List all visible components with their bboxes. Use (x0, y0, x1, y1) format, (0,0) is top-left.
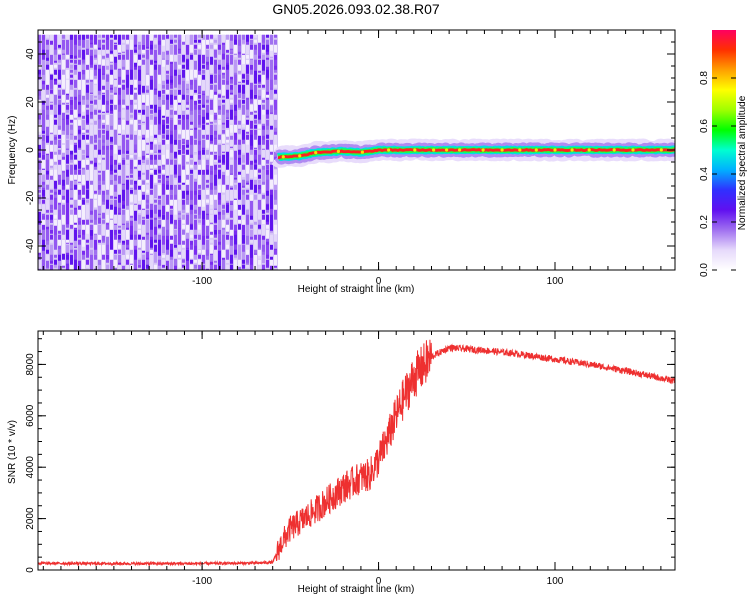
spec-ytick-label: -20 (25, 190, 36, 205)
snr-ylabel: SNR (10 * v/v) (7, 420, 18, 484)
spec-xtick-label: -100 (192, 276, 212, 287)
snr-ytick-label: 2000 (25, 507, 36, 530)
colorbar-ramp (712, 30, 736, 270)
snr-frame (37, 330, 676, 571)
spectrogram-image (38, 34, 675, 270)
colorbar-tick-label: 0.6 (699, 119, 710, 133)
colorbar: 0.0 0.2 0.4 0.6 0.8 Normalized spectral ampl… (699, 30, 748, 277)
colorbar-label: Normalized spectral amplitude (737, 95, 748, 230)
carrier-peaks (281, 148, 663, 159)
snr-ytick-label: 4000 (25, 456, 36, 479)
spectrogram-panel: -100 0 100 -40 -20 0 20 40 Height of straight l… (7, 29, 676, 295)
spec-ytick-label: 0 (25, 147, 36, 153)
colorbar-tick-label: 0.0 (699, 263, 710, 277)
spec-ytick-label: 20 (25, 96, 36, 108)
colorbar-tick-label: 0.8 (699, 71, 710, 85)
spectrogram-frame (37, 29, 676, 271)
colorbar-tick-label: 0.2 (699, 215, 710, 229)
snr-ytick-label: 6000 (25, 404, 36, 427)
spec-ytick-label: 40 (25, 48, 36, 60)
snr-xlabel: Height of straight line (km) (298, 584, 415, 595)
spec-xtick-label: 100 (547, 276, 564, 287)
snr-series-line (38, 339, 675, 567)
snr-xtick-label: 100 (547, 576, 564, 587)
snr-ytick-label: 8000 (25, 353, 36, 376)
spec-xtick-label: 0 (376, 276, 382, 287)
colorbar-ticks: 0.0 0.2 0.4 0.6 0.8 (699, 71, 736, 277)
noise-background (38, 34, 278, 270)
snr-xtick-label: -100 (192, 576, 212, 587)
snr-xtick-label: 0 (376, 576, 382, 587)
carrier-core (277, 148, 675, 160)
spectrogram-xlabel: Height of straight line (km) (298, 284, 415, 295)
snr-ytick-label: 0 (25, 567, 36, 573)
spectrogram-ylabel: Frequency (Hz) (7, 116, 18, 185)
spec-ytick-label: -40 (25, 238, 36, 253)
colorbar-tick-label: 0.4 (699, 167, 710, 181)
figure-title: GN05.2026.093.02.38.R07 (272, 1, 440, 17)
spectrogram-ticks: -100 0 100 -40 -20 0 20 40 (25, 29, 675, 287)
